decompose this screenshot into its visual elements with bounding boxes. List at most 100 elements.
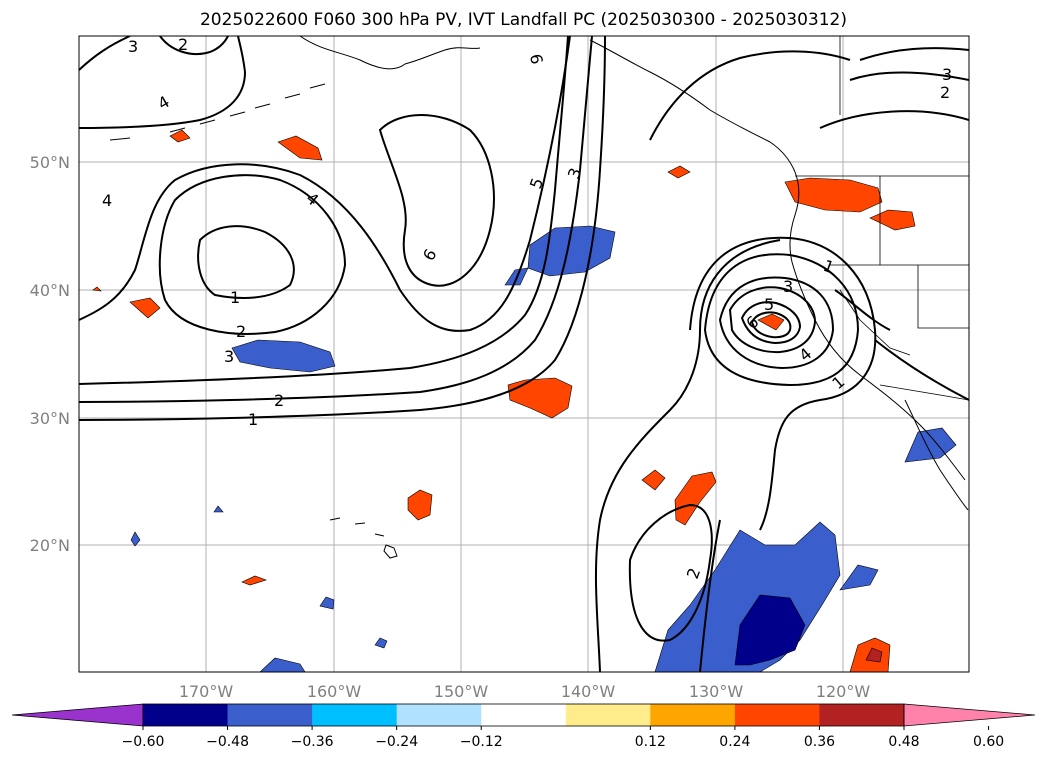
contour-label: 3 xyxy=(942,65,952,84)
lon-tick-label: 150°W xyxy=(434,682,489,701)
lat-tick-label: 50°N xyxy=(30,153,70,172)
positive-anomaly-patch xyxy=(241,575,267,586)
colorbar-tick-label: −0.60 xyxy=(122,734,165,750)
contour-label: 2 xyxy=(274,391,284,410)
contour-line xyxy=(79,36,593,403)
coastline-alaska xyxy=(299,36,481,70)
contour-line xyxy=(79,36,131,71)
contour-label: 2 xyxy=(940,83,950,102)
map-frame xyxy=(78,35,970,673)
latitude-axis: 50°N 40°N 30°N 20°N xyxy=(30,153,70,555)
hawaii-islands xyxy=(329,517,398,559)
colorbar-ticks: −0.60 −0.48 −0.36 −0.24 −0.12 0.12 0.24 0.36 0.4… xyxy=(122,726,1004,750)
colorbar: −0.60 −0.48 −0.36 −0.24 −0.12 0.12 0.24 0.36 0.4… xyxy=(11,703,1036,750)
positive-anomaly-patch xyxy=(784,177,883,213)
negative-anomaly-patch xyxy=(374,637,388,649)
longitude-axis: 170°W 160°W 150°W 140°W 130°W 120°W xyxy=(179,682,871,701)
negative-anomaly-patch xyxy=(213,505,224,513)
colorbar-segment xyxy=(143,704,229,726)
positive-anomaly-patch xyxy=(92,286,102,292)
contour-line xyxy=(689,236,877,531)
positive-anomaly-patch xyxy=(129,297,161,319)
colorbar-extension-high xyxy=(903,703,1036,727)
contour-line xyxy=(628,503,713,642)
colorbar-segment xyxy=(481,704,567,726)
positive-anomaly-patch xyxy=(667,165,691,179)
colorbar-outline xyxy=(142,703,905,727)
colorbar-segment xyxy=(396,704,482,726)
lat-tick-label: 30°N xyxy=(30,409,70,428)
colorbar-segment xyxy=(227,704,313,726)
colorbar-tick-label: −0.36 xyxy=(291,734,334,750)
coastline-southeast-alaska xyxy=(589,39,796,173)
colorbar-segment xyxy=(312,704,398,726)
contour-line xyxy=(79,36,606,421)
colorbar-tick-label: −0.24 xyxy=(375,734,418,750)
colorbar-tick-label: 0.36 xyxy=(804,734,835,750)
positive-anomaly-patch xyxy=(641,469,666,491)
pv-anomaly-fills xyxy=(92,129,957,672)
map-area xyxy=(79,36,969,672)
lon-tick-label: 120°W xyxy=(816,682,871,701)
colorbar-segment xyxy=(650,704,736,726)
lat-tick-label: 20°N xyxy=(30,536,70,555)
contour-line xyxy=(197,225,295,299)
contour-label: 1 xyxy=(248,410,258,429)
pv-contours xyxy=(79,36,969,672)
coastlines xyxy=(109,36,969,559)
contour-line xyxy=(158,174,347,335)
colorbar-tick-label: −0.12 xyxy=(460,734,503,750)
contour-line xyxy=(378,114,495,287)
colorbar-extension-low xyxy=(11,703,144,727)
positive-anomaly-patch xyxy=(865,647,883,663)
negative-anomaly-patch xyxy=(130,531,141,547)
colorbar-segment xyxy=(734,704,820,726)
contour-label: 2 xyxy=(236,322,246,341)
negative-anomaly-patch xyxy=(839,564,879,591)
aleutian-islands xyxy=(109,83,326,141)
positive-anomaly-patch xyxy=(869,209,916,231)
positive-anomaly-patch xyxy=(407,489,433,521)
colorbar-segments xyxy=(11,703,1036,727)
lon-tick-label: 130°W xyxy=(689,682,744,701)
positive-anomaly-patch xyxy=(169,129,191,143)
contour-label: 3 xyxy=(783,277,793,296)
contour-line xyxy=(874,339,969,401)
contour-line xyxy=(728,286,817,354)
negative-anomaly-patch xyxy=(734,594,806,666)
coastline-west-north-america xyxy=(789,171,966,481)
lon-tick-label: 140°W xyxy=(561,682,616,701)
contour-line xyxy=(699,519,721,672)
colorbar-tick-label: 0.48 xyxy=(888,734,919,750)
contour-line xyxy=(859,47,969,61)
state-border xyxy=(917,265,969,329)
positive-anomaly-patch xyxy=(277,135,323,161)
borders xyxy=(795,36,969,401)
colorbar-tick-label: −0.48 xyxy=(206,734,249,750)
contour-line xyxy=(79,36,571,332)
positive-anomaly-patch xyxy=(757,313,785,331)
contour-label: 6 xyxy=(526,52,546,65)
contour-line xyxy=(703,253,860,387)
contour-label: 1 xyxy=(230,288,240,307)
contour-line xyxy=(79,36,569,385)
colorbar-segment xyxy=(565,704,651,726)
contour-line xyxy=(819,110,969,129)
positive-anomaly-patch xyxy=(507,377,573,419)
colorbar-tick-label: 0.60 xyxy=(973,734,1004,750)
positive-anomaly-patch xyxy=(674,471,717,526)
contour-label: 2 xyxy=(178,35,188,54)
contour-line xyxy=(79,36,247,129)
contour-line xyxy=(834,289,891,331)
colorbar-tick-label: 0.24 xyxy=(719,734,750,750)
lon-tick-label: 160°W xyxy=(307,682,362,701)
contour-line xyxy=(594,239,781,672)
contour-line xyxy=(159,36,229,55)
colorbar-segment xyxy=(819,704,905,726)
map-title: 2025022600 F060 300 hPa PV, IVT Landfall… xyxy=(199,10,847,30)
contour-label: 4 xyxy=(102,191,112,210)
contour-label: 3 xyxy=(224,347,234,366)
coastline-baja xyxy=(904,399,969,511)
negative-anomaly-patch xyxy=(904,427,957,463)
negative-anomaly-patch xyxy=(231,339,336,373)
